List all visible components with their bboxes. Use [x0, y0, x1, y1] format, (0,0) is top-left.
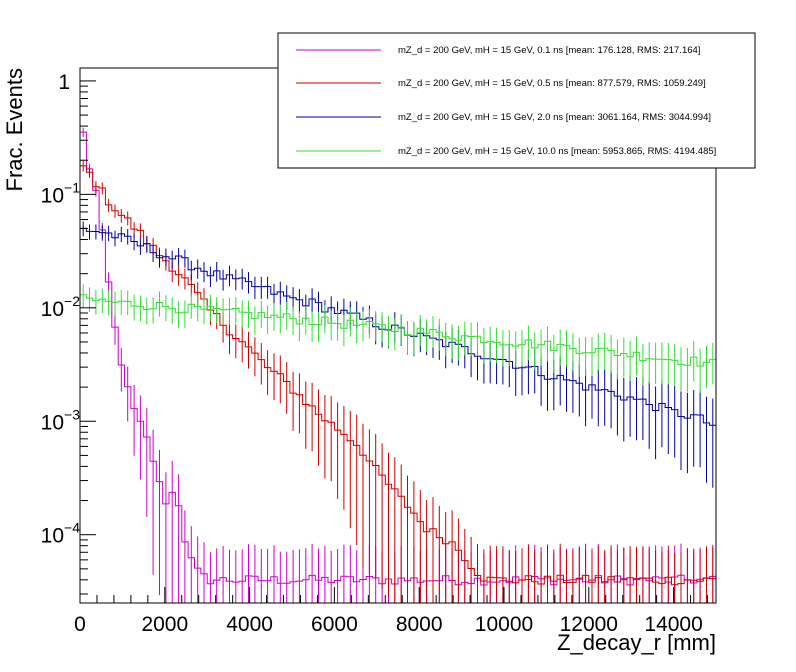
series-layer — [80, 127, 716, 603]
series-3 — [80, 284, 716, 393]
y-axis-label: Frac. Events — [2, 68, 27, 191]
x-tick-label: 12000 — [560, 613, 618, 636]
x-tick-label: 6000 — [311, 613, 358, 636]
x-axis-label: Z_decay_r [mm] — [557, 630, 716, 655]
series-1 — [80, 160, 716, 603]
y-tick-label: 10−1 — [41, 179, 81, 207]
y-tick-label: 10−2 — [41, 293, 81, 321]
x-tick-label: 4000 — [226, 613, 273, 636]
legend-entry-label: mZ_d = 200 GeV, mH = 15 GeV, 0.5 ns [mea… — [398, 78, 706, 89]
y-tick-label: 10−4 — [41, 520, 81, 548]
legend-entry-label: mZ_d = 200 GeV, mH = 15 GeV, 0.1 ns [mea… — [398, 45, 700, 56]
x-tick-label: 2000 — [141, 613, 188, 636]
y-tick-label: 10−3 — [41, 406, 81, 434]
legend: mZ_d = 200 GeV, mH = 15 GeV, 0.1 ns [mea… — [277, 32, 756, 169]
x-tick-label: 8000 — [396, 613, 443, 636]
y-tick-label: 1 — [58, 71, 70, 94]
x-tick-label: 10000 — [475, 613, 533, 636]
ticks-layer: 0 2000 4000 6000 8000 10000 12000 14000 1 10−1 10−… — [41, 71, 709, 636]
legend-entry-label: mZ_d = 200 GeV, mH = 15 GeV, 2.0 ns [mea… — [398, 112, 711, 123]
legend-entry-label: mZ_d = 200 GeV, mH = 15 GeV, 10.0 ns [me… — [398, 146, 716, 157]
series-line — [80, 294, 716, 367]
legend-box — [277, 32, 756, 169]
x-tick-label: 14000 — [644, 613, 702, 636]
series-line — [80, 165, 716, 586]
x-tick-label: 0 — [74, 613, 86, 636]
